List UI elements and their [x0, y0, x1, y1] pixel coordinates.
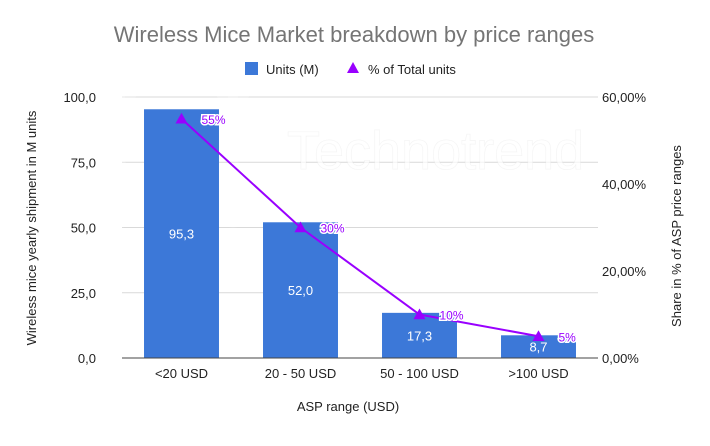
y2-tick-label: 40,00% [602, 177, 647, 192]
point-data-label: 5% [559, 330, 577, 344]
y-tick-label: 100,0 [63, 90, 96, 105]
point-data-label: 10% [440, 309, 464, 323]
series-point [413, 308, 426, 320]
bar-data-label: 52,0 [288, 283, 313, 298]
legend-swatch-share [347, 62, 359, 73]
series-point [175, 112, 188, 124]
bar-data-label: 8,7 [529, 340, 547, 355]
watermark-text: Technotrend [287, 121, 584, 181]
y2-tick-label: 60,00% [602, 90, 647, 105]
y-tick-label: 25,0 [71, 286, 96, 301]
series-point [532, 330, 545, 342]
bar-data-labels: 95,3 52,0 17,3 8,7 [169, 227, 548, 355]
bar [501, 335, 576, 358]
watermark-overlay: Technotrend [287, 121, 584, 181]
legend-label-share: % of Total units [368, 62, 456, 77]
point-data-label: 30% [321, 222, 345, 236]
y-tick-label: 0,0 [78, 351, 96, 366]
bar [144, 109, 219, 358]
y-tick-label: 50,0 [71, 221, 96, 236]
y-tick-label: 75,0 [71, 155, 96, 170]
y2-tick-label: 0,00% [602, 351, 639, 366]
line-series: 55% 30% 10% 5% [175, 111, 578, 346]
series-line [180, 118, 539, 338]
y2-axis-title: Share in % of ASP price ranges [669, 145, 684, 327]
legend: Units (M) % of Total units [245, 62, 456, 77]
bar-data-label: 95,3 [169, 227, 194, 242]
series-point [294, 221, 307, 233]
bar-data-label: 17,3 [407, 328, 432, 343]
watermark-text-overlay: Technotrend [287, 121, 584, 181]
x-tick-label: <20 USD [155, 366, 208, 381]
y-axis-title: Wireless mice yearly shipment in M units [24, 110, 39, 345]
x-tick-label: >100 USD [508, 366, 568, 381]
bar [382, 312, 457, 358]
legend-swatch-units [245, 62, 258, 75]
chart-title: Wireless Mice Market breakdown by price … [114, 22, 595, 47]
legend-label-units: Units (M) [266, 62, 319, 77]
y2-tick-label: 20,00% [602, 264, 647, 279]
x-axis-title: ASP range (USD) [297, 399, 399, 414]
x-tick-label: 20 - 50 USD [265, 366, 337, 381]
axes: 0,0 25,0 50,0 75,0 100,0 0,00% 20,00% 40,00% 60,… [63, 90, 646, 381]
x-tick-label: 50 - 100 USD [380, 366, 459, 381]
point-data-label: 55% [202, 113, 226, 127]
